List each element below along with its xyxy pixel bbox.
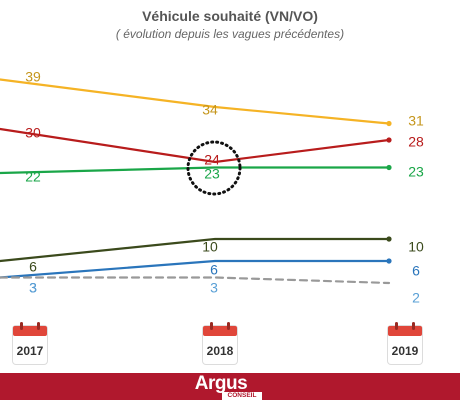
footer-banner: Argus CONSEIL [0, 373, 460, 400]
data-label: 3 [29, 280, 37, 296]
series-line [0, 259, 391, 279]
data-label: 6 [29, 259, 37, 275]
series-end-point [386, 120, 392, 127]
data-label: 34 [202, 102, 218, 118]
calendar-ring [210, 322, 213, 330]
calendar-header [388, 326, 422, 336]
calendar-header [13, 326, 47, 336]
title-block: Véhicule souhaité (VN/VO) ( évolution de… [0, 8, 460, 41]
series-line [0, 78, 391, 125]
data-label: 2 [412, 290, 420, 306]
chart-subtitle: ( évolution depuis les vagues précédente… [115, 27, 345, 41]
series-line [0, 127, 391, 164]
data-label: 23 [408, 164, 424, 180]
data-label: 30 [25, 125, 41, 141]
series-end-point [386, 164, 392, 171]
highlight-circle [186, 140, 242, 196]
data-label: 6 [412, 263, 420, 279]
brand-subtitle: CONSEIL [222, 392, 262, 400]
calendar-ring [395, 322, 398, 330]
series-end-point [386, 236, 392, 242]
series-end-point [386, 137, 392, 143]
calendar-ring [20, 322, 23, 330]
data-label: 28 [408, 134, 424, 150]
data-label: 22 [25, 169, 41, 185]
x-tick-label: 2019 [392, 344, 419, 358]
data-label: 39 [25, 69, 41, 85]
chart-title: Véhicule souhaité (VN/VO) [142, 8, 318, 24]
calendar-ring [227, 322, 230, 330]
calendar-ring [37, 322, 40, 330]
series-line [0, 276, 391, 285]
data-label: 3 [29, 280, 37, 296]
brand-logo: Argus [194, 373, 248, 394]
data-label: 24 [204, 152, 220, 168]
data-label: 6 [210, 262, 218, 278]
calendar-header [203, 326, 237, 336]
data-label: 10 [202, 239, 218, 255]
data-label: 23 [204, 166, 220, 182]
x-tick-label: 2017 [17, 344, 44, 358]
calendar-ring [412, 322, 415, 330]
data-label: 31 [408, 113, 424, 129]
data-label: 10 [408, 239, 424, 255]
data-label: 3 [210, 280, 218, 296]
series-end-point [386, 258, 392, 264]
series-line [0, 166, 391, 175]
x-tick-label: 2018 [207, 344, 234, 358]
series-line [0, 237, 391, 263]
